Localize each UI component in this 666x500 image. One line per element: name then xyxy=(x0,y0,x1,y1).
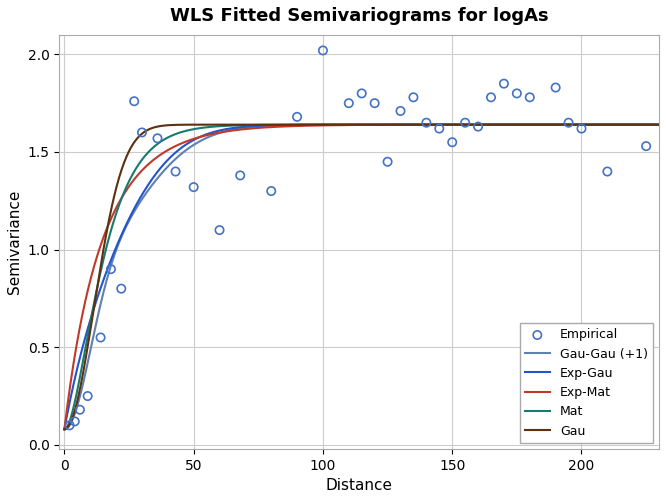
Exp-Mat xyxy=(524,122,532,128)
Empirical xyxy=(408,94,419,102)
Mat xyxy=(469,122,477,128)
Empirical xyxy=(64,422,75,430)
Empirical xyxy=(106,265,117,273)
Empirical xyxy=(214,226,225,234)
Empirical xyxy=(318,46,328,54)
Exp-Gau xyxy=(535,122,543,128)
Exp-Gau xyxy=(469,122,477,128)
Empirical xyxy=(473,122,484,130)
Empirical xyxy=(370,99,380,107)
Line: Exp-Mat: Exp-Mat xyxy=(65,124,659,429)
Empirical xyxy=(421,118,432,126)
Empirical xyxy=(129,97,140,105)
Mat xyxy=(301,122,309,128)
Gau xyxy=(314,122,322,128)
Empirical xyxy=(292,113,302,121)
Line: Exp-Gau: Exp-Gau xyxy=(65,124,659,429)
Empirical xyxy=(382,158,393,166)
Empirical xyxy=(395,107,406,115)
Gau xyxy=(535,122,543,128)
Gau-Gau (+1) xyxy=(61,426,69,432)
Empirical xyxy=(344,99,354,107)
Mat xyxy=(535,122,543,128)
Empirical xyxy=(235,172,246,179)
X-axis label: Distance: Distance xyxy=(326,478,393,493)
Exp-Gau xyxy=(61,426,69,432)
Gau-Gau (+1) xyxy=(301,122,309,128)
Empirical xyxy=(95,334,106,342)
Gau xyxy=(655,122,663,128)
Empirical xyxy=(434,124,445,132)
Gau-Gau (+1) xyxy=(121,226,129,232)
Empirical xyxy=(641,142,651,150)
Gau-Gau (+1) xyxy=(535,122,543,128)
Empirical xyxy=(499,80,509,88)
Exp-Mat xyxy=(322,122,330,128)
Empirical xyxy=(576,124,587,132)
Mat xyxy=(322,122,330,128)
Empirical xyxy=(524,94,535,102)
Gau xyxy=(323,122,331,128)
Title: WLS Fitted Semivariograms for logAs: WLS Fitted Semivariograms for logAs xyxy=(170,7,549,25)
Empirical xyxy=(511,90,522,98)
Empirical xyxy=(75,406,85,413)
Line: Mat: Mat xyxy=(65,124,659,430)
Empirical xyxy=(83,392,93,400)
Mat xyxy=(121,187,129,193)
Mat xyxy=(61,426,69,432)
Empirical xyxy=(460,118,470,126)
Line: Gau-Gau (+1): Gau-Gau (+1) xyxy=(65,124,659,430)
Exp-Gau xyxy=(524,122,532,128)
Gau-Gau (+1) xyxy=(524,122,532,128)
Exp-Gau xyxy=(301,122,309,128)
Empirical xyxy=(602,168,613,175)
Line: Gau: Gau xyxy=(65,124,659,430)
Empirical xyxy=(188,183,199,191)
Gau xyxy=(470,122,478,128)
Mat xyxy=(655,122,663,128)
Empirical xyxy=(486,94,496,102)
Empirical xyxy=(152,134,163,142)
Mat xyxy=(524,122,532,128)
Gau xyxy=(121,157,129,163)
Empirical xyxy=(116,284,127,292)
Empirical xyxy=(137,128,147,136)
Exp-Mat xyxy=(655,122,663,128)
Gau xyxy=(525,122,533,128)
Empirical xyxy=(266,187,276,195)
Exp-Mat xyxy=(61,426,69,432)
Exp-Gau xyxy=(121,224,129,230)
Exp-Gau xyxy=(322,122,330,128)
Gau xyxy=(301,122,309,128)
Empirical xyxy=(356,90,367,98)
Exp-Mat xyxy=(535,122,543,128)
Exp-Mat xyxy=(301,123,309,129)
Gau-Gau (+1) xyxy=(603,122,611,128)
Gau-Gau (+1) xyxy=(322,122,330,128)
Legend: Empirical, Gau-Gau (+1), Exp-Gau, Exp-Mat, Mat, Gau: Empirical, Gau-Gau (+1), Exp-Gau, Exp-Ma… xyxy=(519,324,653,442)
Empirical xyxy=(550,84,561,92)
Gau-Gau (+1) xyxy=(655,122,663,128)
Gau-Gau (+1) xyxy=(469,122,477,128)
Gau xyxy=(61,426,69,432)
Empirical xyxy=(170,168,181,175)
Empirical xyxy=(69,418,80,426)
Y-axis label: Semivariance: Semivariance xyxy=(7,190,22,294)
Empirical xyxy=(447,138,458,146)
Exp-Gau xyxy=(655,122,663,128)
Empirical xyxy=(563,118,574,126)
Exp-Mat xyxy=(469,122,477,128)
Exp-Mat xyxy=(121,189,129,195)
